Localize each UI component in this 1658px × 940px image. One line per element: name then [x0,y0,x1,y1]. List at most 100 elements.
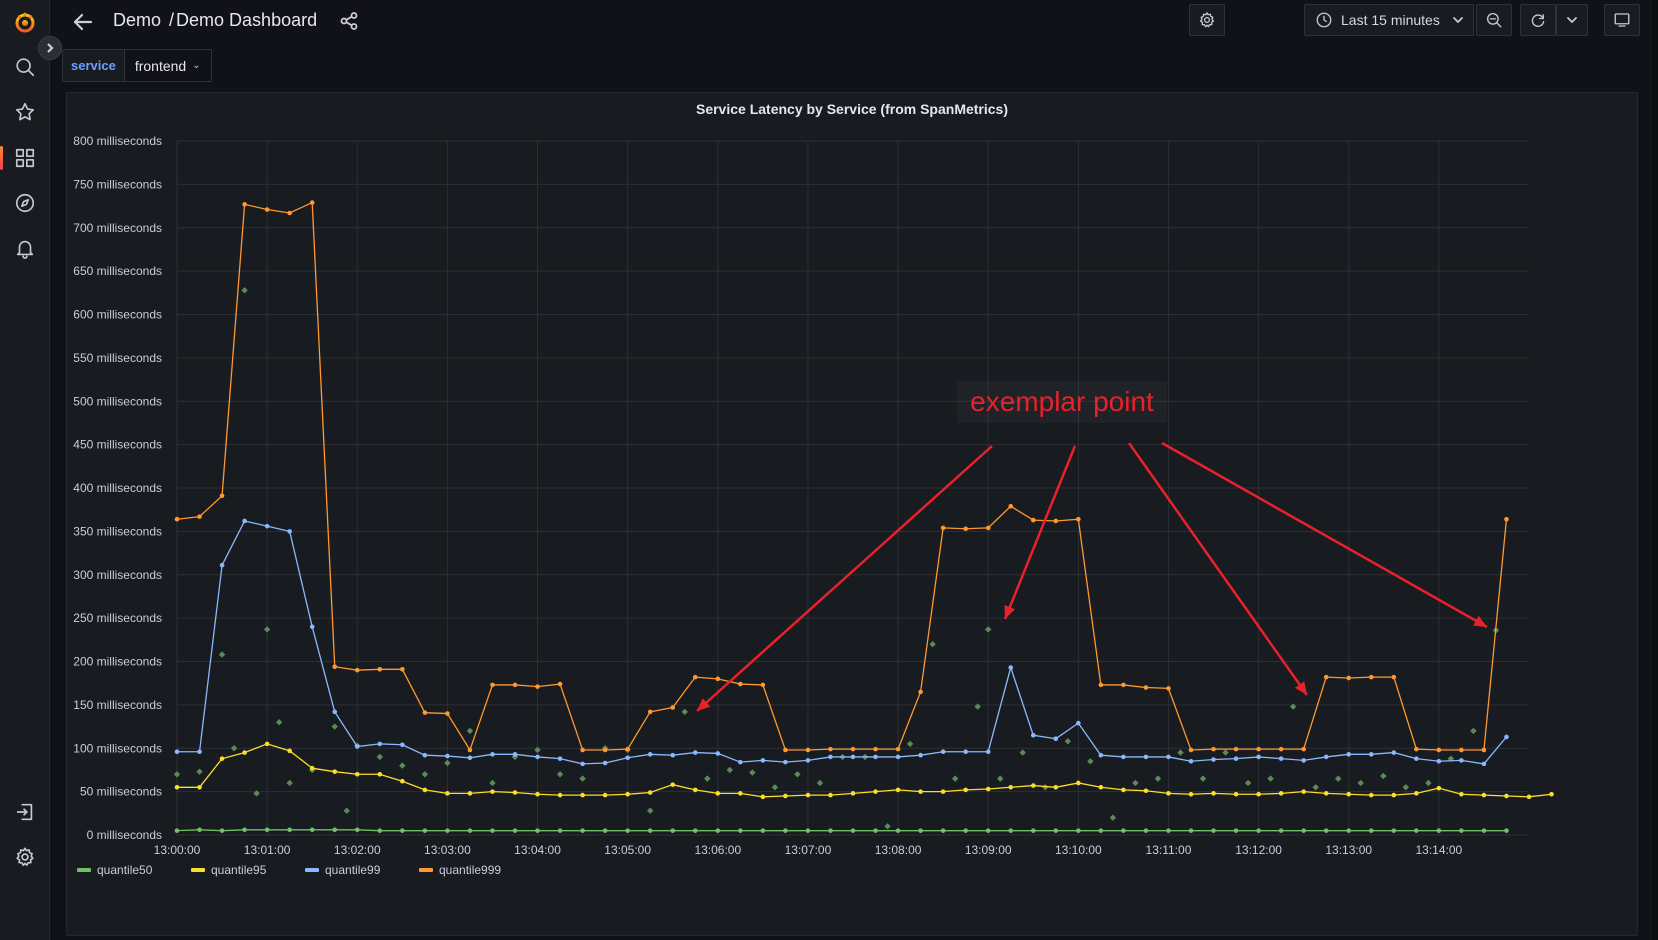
data-point-quantile99 [264,523,270,529]
data-point-quantile99 [1121,754,1126,760]
legend-label-quantile95[interactable]: quantile95 [211,863,267,877]
x-tick-label: 13:12:00 [1235,843,1282,857]
refresh-button[interactable] [1520,4,1556,36]
data-point-quantile50 [985,828,991,833]
data-point-quantile95 [580,792,585,798]
breadcrumb-folder[interactable]: Demo [113,10,162,30]
y-tick-label: 700 milliseconds [73,221,162,235]
exemplar-point [1470,727,1477,735]
data-point-quantile95 [174,784,180,790]
data-point-quantile99 [1188,758,1194,764]
refresh-interval-dropdown[interactable] [1556,4,1588,36]
data-point-quantile50 [1504,828,1509,833]
data-point-quantile999 [400,667,405,672]
data-point-quantile99 [760,758,766,763]
exemplar-point [511,753,519,761]
annotation-arrow [696,445,993,712]
data-point-quantile999 [1368,674,1374,680]
exemplar-point [816,779,824,787]
data-point-quantile999 [287,210,292,216]
data-point-quantile50 [580,828,585,833]
search-icon[interactable] [0,47,49,87]
exemplar-point [1019,749,1026,756]
exemplar-point [489,779,496,787]
annotation-arrow [1003,445,1077,620]
expand-sidebar-button[interactable] [38,36,62,60]
exemplar-point [218,651,226,658]
exemplar-point [556,771,564,778]
data-point-quantile99 [895,754,901,760]
data-point-quantile99 [580,761,585,767]
exemplar-point [1402,784,1410,791]
exemplar-point [997,775,1004,782]
y-tick-label: 600 milliseconds [73,308,162,322]
data-point-quantile95 [692,787,698,793]
share-icon[interactable] [339,11,359,31]
explore-icon[interactable] [0,183,49,223]
y-tick-label: 550 milliseconds [73,351,162,365]
data-point-quantile95 [1368,792,1374,798]
y-tick-label: 0 milliseconds [87,828,162,842]
breadcrumb-separator: / [169,10,175,30]
data-point-quantile95 [535,791,540,797]
data-point-quantile95 [647,790,653,795]
exemplar-point [1064,738,1072,745]
gear-icon [1199,12,1215,28]
time-range-picker[interactable]: Last 15 minutes [1304,4,1474,36]
exemplar-point [286,779,293,787]
y-tick-label: 450 milliseconds [73,438,162,452]
data-point-quantile95 [625,791,630,797]
data-point-quantile999 [1053,518,1059,524]
data-point-quantile50 [1098,828,1104,833]
bell-icon[interactable] [0,228,49,268]
data-point-quantile99 [602,760,608,766]
data-point-quantile50 [1301,828,1306,833]
data-point-quantile999 [1301,746,1306,752]
data-point-quantile95 [1256,791,1261,797]
data-point-quantile50 [512,828,518,833]
zoom-out-button[interactable] [1476,4,1512,36]
data-point-quantile99 [647,752,653,757]
exemplar-point [1087,758,1094,765]
gear-icon[interactable] [0,837,49,877]
data-point-quantile999 [1504,516,1509,522]
breadcrumb-dashboard[interactable]: Demo Dashboard [176,10,318,30]
data-point-quantile50 [557,828,563,833]
data-point-quantile95 [1301,789,1306,794]
data-point-quantile50 [400,828,405,833]
grafana-logo[interactable] [0,2,49,42]
data-point-quantile95 [287,748,292,754]
zoom-out-icon [1486,12,1502,28]
dashboards-icon[interactable] [0,138,49,178]
legend-label-quantile999[interactable]: quantile999 [439,863,501,877]
data-point-quantile95 [1323,791,1329,796]
latency-chart: 0 milliseconds 50 milliseconds 100 millise… [73,134,1554,877]
data-point-quantile95 [1166,791,1171,796]
legend-label-quantile99[interactable]: quantile99 [325,863,381,877]
data-point-quantile999 [422,710,428,715]
data-point-quantile999 [535,684,540,689]
tv-mode-button[interactable] [1604,4,1640,36]
dashboard-settings-button[interactable] [1189,4,1225,36]
x-tick-label: 13:06:00 [694,843,741,857]
series-line-quantile999 [176,201,1508,752]
exemplar-point [929,640,936,648]
sign-in-icon[interactable] [0,792,49,832]
refresh-icon [1531,14,1545,27]
latency-panel[interactable]: Service Latency by Service (from SpanMet… [66,92,1638,936]
data-point-quantile999 [1008,503,1014,509]
x-tick-label: 13:13:00 [1325,843,1372,857]
data-point-quantile999 [1459,747,1464,753]
data-point-quantile99 [1346,752,1352,757]
annotation-arrowhead [697,698,711,711]
back-arrow-icon[interactable] [71,10,95,34]
data-point-quantile999 [1346,675,1352,681]
data-point-quantile95 [1098,784,1104,790]
star-icon[interactable] [0,92,49,132]
service-variable-select[interactable]: frontend ⌄ [124,49,212,82]
legend-label-quantile50[interactable]: quantile50 [97,863,153,877]
annotation-arrow [1127,442,1309,696]
data-point-quantile95 [1143,788,1149,794]
exemplar-point [1447,755,1455,762]
data-point-quantile99 [377,741,383,747]
